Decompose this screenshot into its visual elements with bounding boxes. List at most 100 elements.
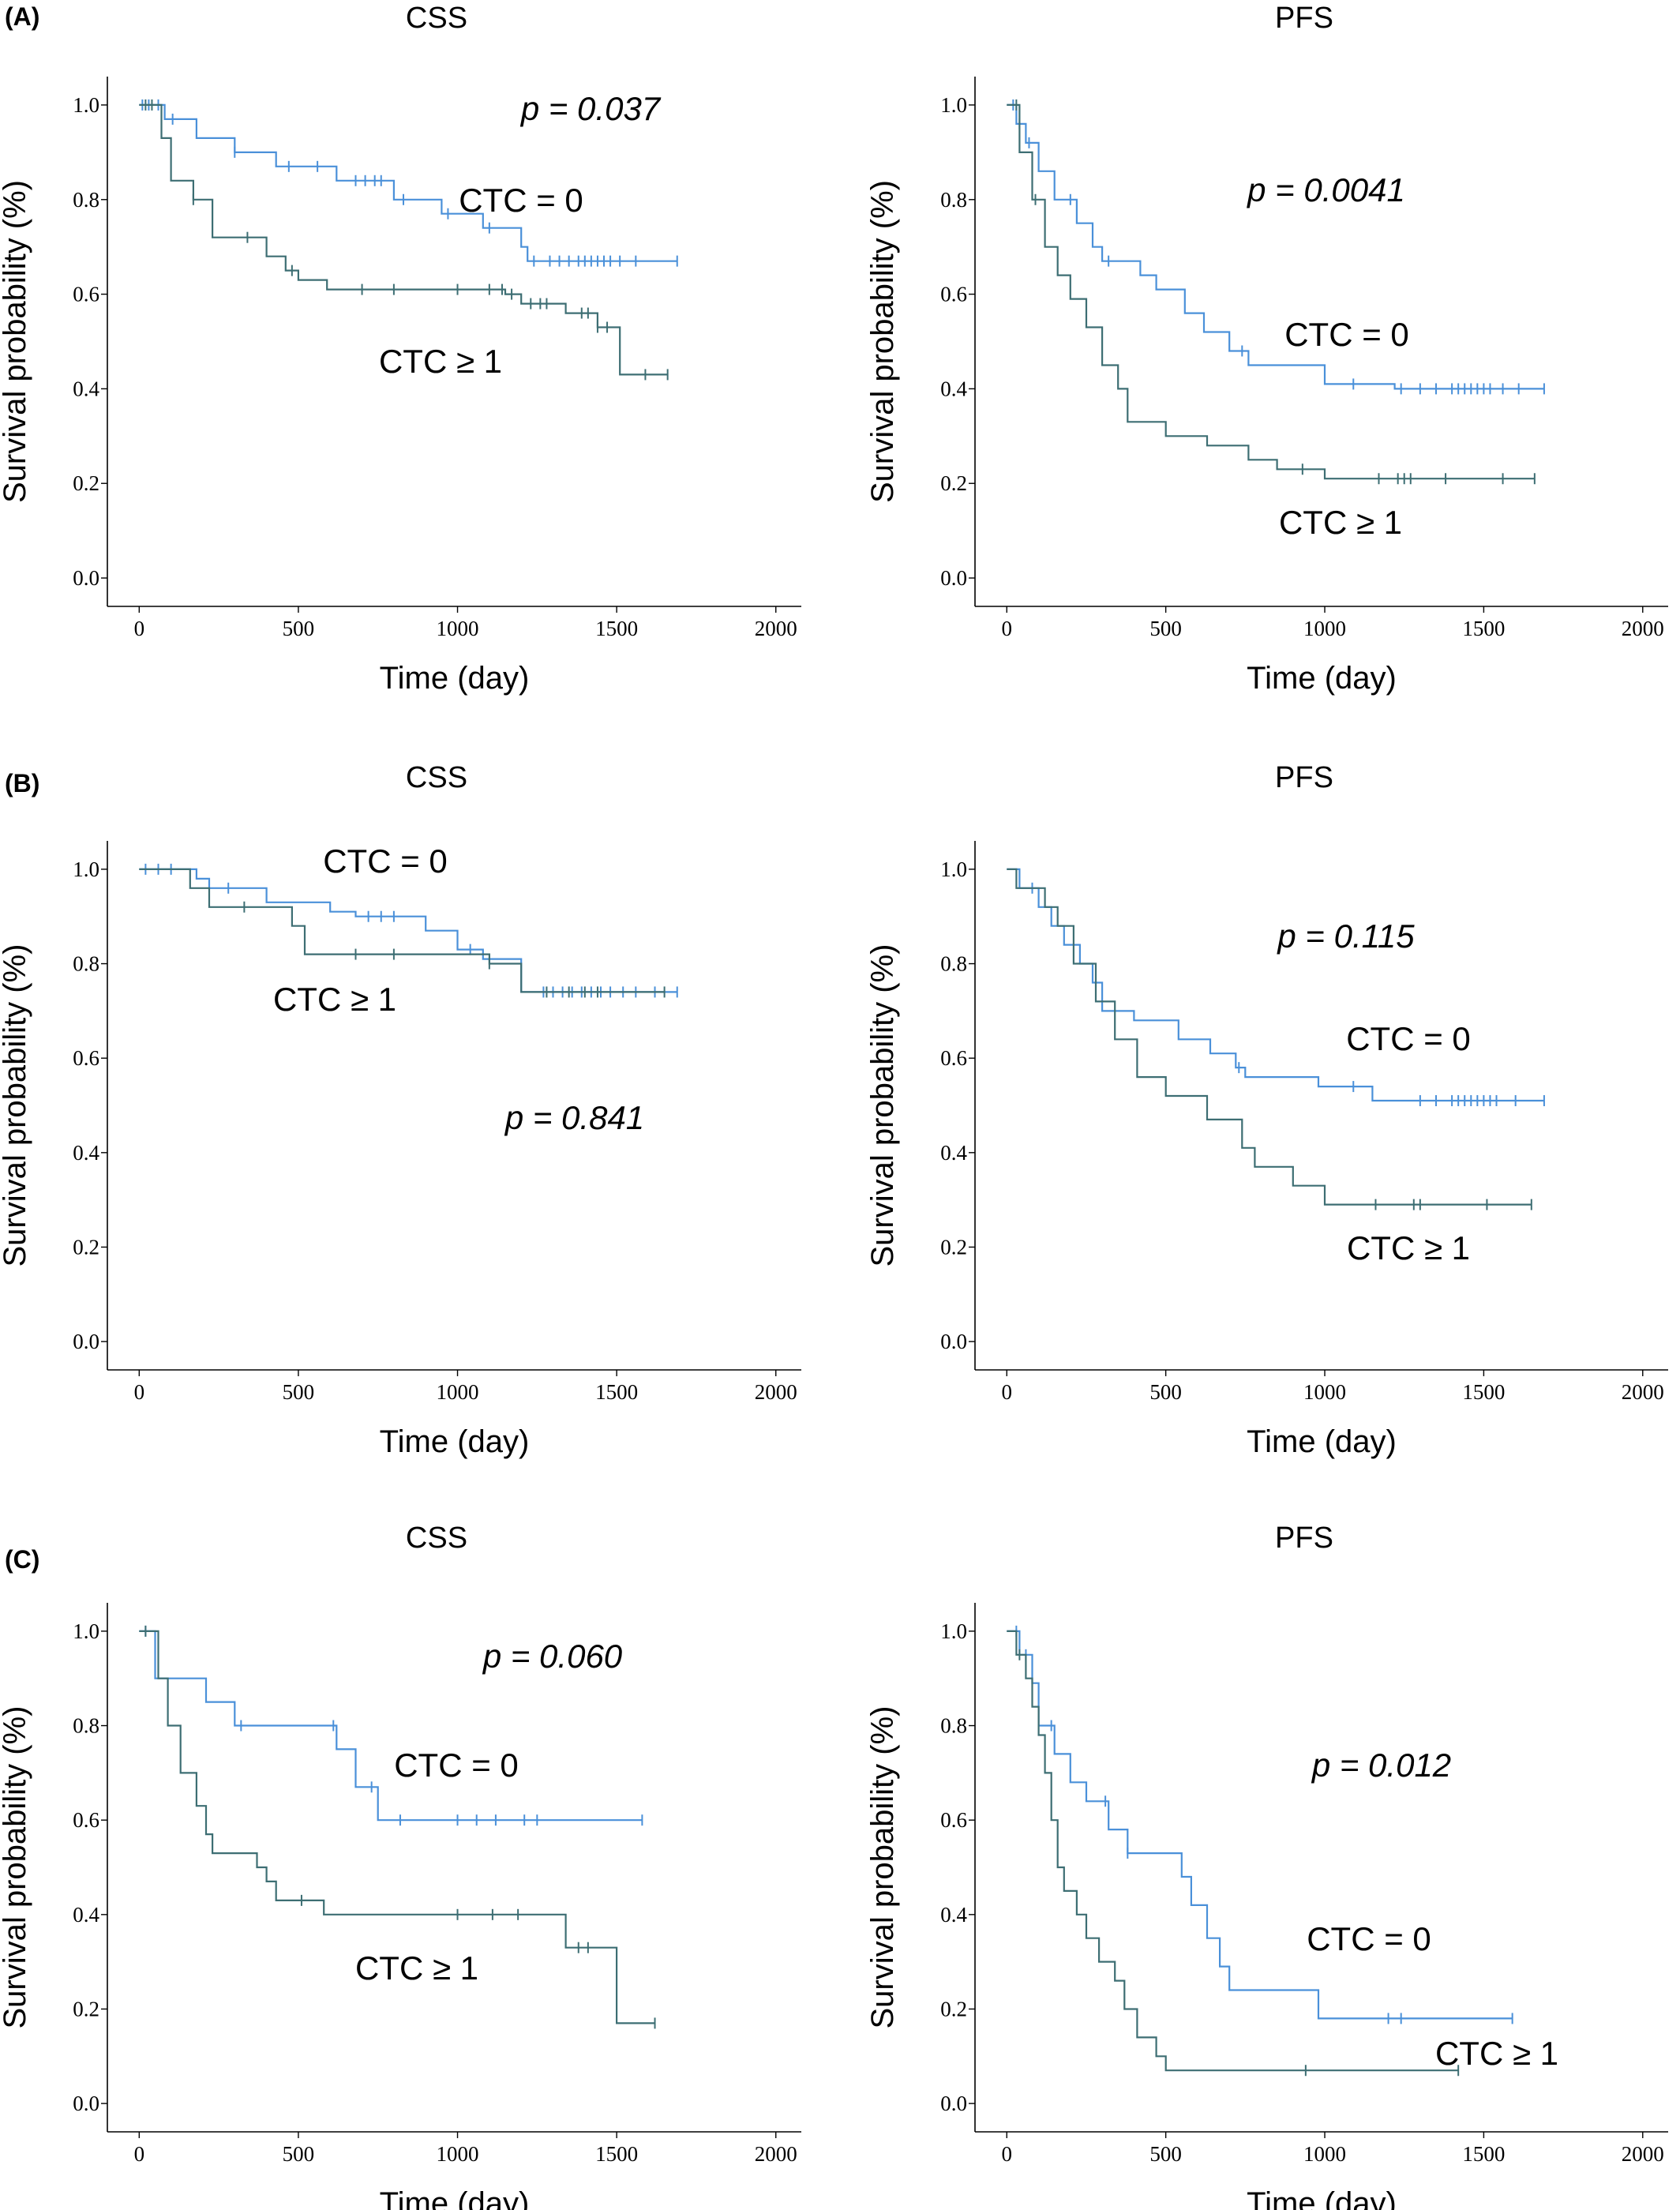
y-axis-label: Survival probability (%) [0,944,32,1266]
x-tick-label: 1000 [1303,1380,1346,1404]
group-label: CTC = 0 [459,182,583,219]
x-tick-label: 2000 [755,617,797,640]
series-1 [139,99,678,267]
series-2 [139,99,669,381]
group-label: CTC ≥ 1 [273,981,396,1018]
x-tick-label: 1000 [437,617,479,640]
chart-title: CSS [406,1521,467,1555]
chart-title: PFS [1275,761,1333,794]
panel-label-c: (C) [5,1545,39,1574]
survival-curve [1007,868,1544,1102]
km-panel-4: 0 500 1000 1500 2000 0.0 0.2 0.4 0.6 0.8 1.0 Time (… [865,761,1668,1459]
chart-title: PFS [1275,1521,1333,1555]
x-tick-label: 0 [134,2142,145,2166]
km-panel-3: 0 500 1000 1500 2000 0.0 0.2 0.4 0.6 0.8 1.0 Time (… [0,761,801,1459]
y-axis-label: Survival probability (%) [0,180,32,503]
x-axis-label: Time (day) [1247,2186,1397,2210]
group-label: CTC = 0 [1346,1020,1471,1057]
x-tick-label: 1500 [595,1380,638,1404]
survival-curve [139,868,677,993]
y-tick-label: 1.0 [940,1619,967,1643]
y-axis-label: Survival probability (%) [865,1705,900,2028]
p-value-label: p = 0.037 [519,90,662,127]
y-tick-label: 0.2 [73,1235,99,1259]
y-tick-label: 0.0 [940,1330,967,1353]
y-tick-label: 0.2 [73,471,99,495]
x-tick-label: 500 [1149,1380,1182,1404]
y-tick-label: 1.0 [73,857,99,881]
x-tick-label: 0 [1002,617,1013,640]
x-tick-label: 500 [1149,617,1182,640]
y-tick-label: 0.0 [73,566,99,590]
x-tick-label: 0 [1002,2142,1013,2166]
group-label: CTC = 0 [1284,316,1409,353]
series-2 [139,868,666,998]
x-axis-label: Time (day) [1247,661,1397,696]
series-2 [139,1625,656,2029]
y-tick-label: 0.2 [940,1235,967,1259]
panel-label-b: (B) [5,769,39,797]
group-label: CTC ≥ 1 [1435,2035,1558,2072]
survival-curve [1007,103,1544,390]
series-1 [1007,99,1545,395]
x-tick-label: 1500 [1462,617,1505,640]
y-tick-label: 0.2 [940,471,967,495]
survival-curve [139,868,665,993]
p-value-label: p = 0.012 [1311,1747,1451,1784]
km-panel-2: 0 500 1000 1500 2000 0.0 0.2 0.4 0.6 0.8 1.0 Time (… [865,2,1668,696]
y-tick-label: 1.0 [73,93,99,117]
y-tick-label: 0.4 [940,377,967,400]
x-tick-label: 1500 [1462,2142,1505,2166]
y-tick-label: 0.8 [73,952,99,976]
survival-curve [1007,868,1532,1206]
x-tick-label: 1500 [595,617,638,640]
y-tick-label: 1.0 [940,93,967,117]
survival-curve [1007,103,1535,480]
group-label: CTC = 0 [1307,1920,1431,1957]
y-axis-label: Survival probability (%) [865,180,900,503]
survival-curve [1007,1630,1459,2072]
p-value-label: p = 0.060 [482,1638,623,1675]
x-tick-label: 0 [134,1380,145,1404]
y-tick-label: 0.0 [940,2092,967,2115]
series-1 [1007,1625,1513,2024]
group-label: CTC = 0 [323,842,448,880]
y-tick-label: 0.6 [940,283,967,306]
y-tick-label: 0.4 [73,1141,99,1165]
group-label: CTC = 0 [394,1747,519,1784]
x-axis-label: Time (day) [380,2186,530,2210]
y-tick-label: 0.4 [73,377,99,400]
survival-curve [139,1630,655,2024]
x-tick-label: 500 [283,617,315,640]
x-tick-label: 2000 [755,2142,797,2166]
x-tick-label: 500 [283,2142,315,2166]
x-tick-label: 2000 [1622,1380,1664,1404]
y-tick-label: 0.0 [940,566,967,590]
p-value-label: p = 0.841 [504,1099,644,1136]
x-tick-label: 2000 [1622,2142,1664,2166]
p-value-label: p = 0.0041 [1246,171,1405,208]
x-tick-label: 1000 [437,2142,479,2166]
x-axis-label: Time (day) [380,661,530,696]
y-axis-label: Survival probability (%) [0,1705,32,2028]
y-axis-label: Survival probability (%) [865,944,900,1266]
series-1 [139,863,678,998]
y-tick-label: 0.4 [940,1141,967,1165]
x-axis-label: Time (day) [380,1424,530,1459]
chart-title: PFS [1275,2,1333,35]
km-panel-5: 0 500 1000 1500 2000 0.0 0.2 0.4 0.6 0.8 1.0 Time (… [0,1521,801,2210]
y-tick-label: 0.6 [73,1046,99,1070]
y-tick-label: 0.4 [940,1903,967,1927]
y-tick-label: 0.0 [73,1330,99,1353]
x-tick-label: 500 [1149,2142,1182,2166]
x-tick-label: 1500 [595,2142,638,2166]
x-tick-label: 0 [1002,1380,1013,1404]
y-tick-label: 0.4 [73,1903,99,1927]
y-tick-label: 0.6 [73,1808,99,1832]
y-tick-label: 0.8 [73,1714,99,1738]
y-tick-label: 0.6 [940,1808,967,1832]
y-tick-label: 0.6 [940,1046,967,1070]
chart-title: CSS [406,761,467,794]
series-2 [1007,1630,1460,2077]
y-tick-label: 0.0 [73,2092,99,2115]
